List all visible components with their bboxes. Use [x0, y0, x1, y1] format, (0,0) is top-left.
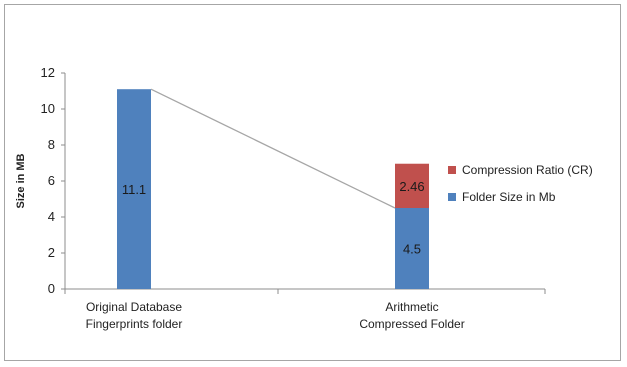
connector-line: [150, 88, 396, 209]
x-tick-label: Compressed Folder: [359, 317, 464, 331]
legend-label: Compression Ratio (CR): [462, 163, 593, 177]
legend-swatch: [448, 193, 456, 201]
y-tick-label: 10: [41, 101, 55, 116]
data-label: 4.5: [403, 242, 421, 257]
y-axis-title: Size in MB: [15, 153, 27, 208]
legend-swatch: [448, 166, 456, 174]
y-tick-label: 6: [48, 173, 55, 188]
data-label: 2.46: [399, 179, 424, 194]
y-tick-label: 8: [48, 137, 55, 152]
data-label: 11.1: [122, 182, 146, 197]
bar: [117, 89, 151, 289]
x-tick-label: Fingerprints folder: [86, 317, 183, 331]
legend-label: Folder Size in Mb: [462, 190, 556, 204]
legend: Compression Ratio (CR) Folder Size in Mb: [448, 163, 593, 204]
y-tick-label: 0: [48, 281, 55, 296]
y-tick-label: 4: [48, 209, 55, 224]
x-tick-label: Arithmetic: [385, 300, 438, 314]
bar: [395, 163, 429, 208]
bars: [117, 88, 429, 289]
chart-frame: [4, 4, 621, 361]
x-tick-label: Original Database: [86, 300, 182, 314]
data-labels: 11.1 4.5 2.46: [122, 179, 425, 257]
y-tick-label: 12: [41, 65, 55, 80]
y-tick-label: 2: [48, 245, 55, 260]
bar: [395, 208, 429, 289]
